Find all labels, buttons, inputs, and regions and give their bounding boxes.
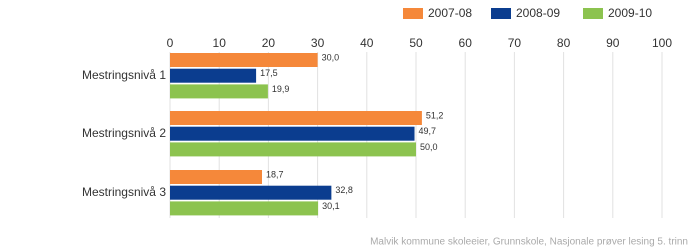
y-tick-label: Mestringsnivå 1 [82, 68, 166, 82]
source-note: Malvik kommune skoleeier, Grunnskole, Na… [370, 237, 688, 248]
bar [170, 142, 416, 157]
x-tick-label: 70 [508, 36, 522, 50]
x-tick-label: 0 [167, 36, 174, 50]
legend-label: 2009-10 [608, 6, 652, 20]
x-tick-label: 30 [311, 36, 325, 50]
bar [170, 84, 268, 99]
x-tick-label: 60 [459, 36, 473, 50]
value-label: 19,9 [272, 84, 290, 94]
bar [170, 111, 422, 125]
value-label: 17,5 [260, 68, 278, 78]
legend-label: 2007-08 [428, 6, 472, 20]
legend-swatch [583, 8, 603, 19]
value-label: 18,7 [266, 169, 284, 179]
value-label: 32,8 [335, 185, 353, 195]
x-tick-label: 20 [262, 36, 276, 50]
value-label: 51,2 [426, 110, 444, 120]
x-tick-label: 80 [557, 36, 571, 50]
bar [170, 170, 263, 184]
value-label: 30,0 [322, 52, 340, 62]
x-tick-label: 90 [606, 36, 620, 50]
x-tick-label: 50 [409, 36, 423, 50]
x-tick-label: 40 [360, 36, 374, 50]
bar [170, 201, 319, 216]
value-label: 50,0 [420, 142, 438, 152]
bar [170, 185, 332, 200]
bar [170, 68, 257, 83]
legend-label: 2008-09 [516, 6, 560, 20]
x-tick-label: 10 [213, 36, 227, 50]
y-tick-label: Mestringsnivå 2 [82, 126, 166, 140]
value-label: 30,1 [322, 201, 340, 211]
y-tick-label: Mestringsnivå 3 [82, 185, 166, 199]
value-label: 49,7 [419, 126, 437, 136]
legend-swatch [491, 8, 511, 19]
bar [170, 53, 318, 67]
bar [170, 126, 415, 141]
x-tick-label: 100 [652, 36, 672, 50]
legend-swatch [403, 8, 423, 19]
